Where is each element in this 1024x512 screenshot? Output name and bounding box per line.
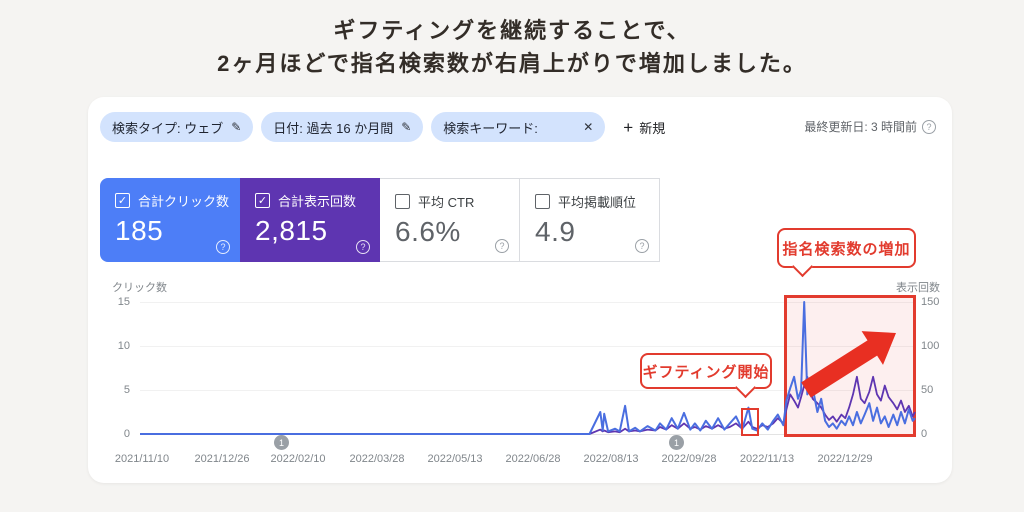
branded-increase-callout: 指名検索数の増加 [777,228,916,268]
edit-icon[interactable]: ✎ [231,120,242,134]
x-axis-label: 2022/06/28 [505,453,561,465]
headline-line2: 2ヶ月ほどで指名検索数が右肩上がりで増加しました。 [217,51,807,76]
gridline [140,346,915,347]
gridline [140,390,915,391]
close-icon[interactable]: ✕ [583,120,594,134]
checkbox-unchecked-icon[interactable] [535,194,550,209]
help-icon[interactable]: ? [635,239,649,253]
metric-card-average-position[interactable]: 平均掲載順位 4.9 ? [520,178,660,262]
growth-arrow-icon [801,331,896,398]
branded-increase-label: 指名検索数の増加 [782,240,911,258]
left-axis-tick: 5 [123,384,130,396]
metric-card-average-ctr[interactable]: 平均 CTR 6.6% ? [380,178,520,262]
right-axis-title: 表示回数 [896,282,940,294]
x-axis-label: 2022/12/29 [817,453,873,465]
filter-chip-label: 検索キーワード: [443,120,538,136]
performance-chart [140,301,916,435]
gifting-start-callout: ギフティング開始 [640,353,772,389]
search-console-panel: 検索タイプ: ウェブ ✎ 日付: 過去 16 か月間 ✎ 検索キーワード: ✕ … [88,97,952,483]
metric-value: 6.6% [395,216,461,247]
new-filter-button[interactable]: + 新規 [623,118,665,137]
metric-cards: ✓ 合計クリック数 185 ? ✓ 合計表示回数 2,815 ? 平均 CTR … [100,178,660,262]
metric-value: 2,815 [255,215,328,246]
x-axis-label: 2021/12/26 [194,453,250,465]
right-axis-tick: 50 [921,384,934,396]
checkbox-checked-icon[interactable]: ✓ [255,193,270,208]
filter-bar: 検索タイプ: ウェブ ✎ 日付: 過去 16 か月間 ✎ 検索キーワード: ✕ … [100,112,665,142]
gridline [140,302,915,303]
clicks-line [140,301,916,435]
filter-chip-label: 検索タイプ: ウェブ [112,120,224,136]
left-axis-tick: 0 [123,428,130,440]
gifting-start-label: ギフティング開始 [642,363,770,381]
help-icon[interactable]: ? [216,240,230,254]
right-axis-tick: 0 [921,428,928,440]
x-axis-label: 2022/11/13 [739,453,795,465]
timeline-marker-badge[interactable]: 1 [669,435,684,450]
headline-line1: ギフティングを継続することで、 [333,18,691,43]
gifting-start-spike-box [741,408,759,436]
x-axis-label: 2022/03/28 [349,453,405,465]
x-axis-label: 2022/09/28 [661,453,717,465]
metric-label: 合計クリック数 [138,194,230,209]
metric-card-total-clicks[interactable]: ✓ 合計クリック数 185 ? [100,178,240,262]
new-filter-label: 新規 [639,120,666,136]
metric-label: 合計表示回数 [278,194,357,209]
x-axis-label: 2022/02/10 [270,453,326,465]
x-axis-label: 2022/05/13 [427,453,483,465]
metric-label: 平均 CTR [418,195,475,210]
left-axis-title: クリック数 [112,282,167,294]
metric-value: 185 [115,215,164,246]
x-axis-label: 2021/11/10 [114,453,170,465]
help-icon[interactable]: ? [356,240,370,254]
filter-chip-date-range[interactable]: 日付: 過去 16 か月間 ✎ [261,112,424,142]
left-axis-tick: 15 [117,296,130,308]
checkbox-checked-icon[interactable]: ✓ [115,193,130,208]
help-icon[interactable]: ? [495,239,509,253]
timeline-marker-badge[interactable]: 1 [274,435,289,450]
filter-chip-label: 日付: 過去 16 か月間 [273,120,394,136]
filter-chip-search-type[interactable]: 検索タイプ: ウェブ ✎ [100,112,254,142]
metric-value: 4.9 [535,216,576,247]
page-headline: ギフティングを継続することで、 2ヶ月ほどで指名検索数が右肩上がりで増加しました… [0,14,1024,80]
edit-icon[interactable]: ✎ [401,120,412,134]
last-updated-status: 最終更新日: 3 時間前 ? [804,118,936,135]
right-axis-tick: 100 [921,340,940,352]
filter-chip-keyword[interactable]: 検索キーワード: ✕ [431,112,606,142]
left-axis-tick: 10 [117,340,130,352]
last-updated-text: 最終更新日: 3 時間前 [804,120,917,134]
right-axis-tick: 150 [921,296,940,308]
help-icon[interactable]: ? [922,119,936,134]
checkbox-unchecked-icon[interactable] [395,194,410,209]
metric-label: 平均掲載順位 [558,195,637,210]
x-axis-label: 2022/08/13 [583,453,639,465]
metric-card-total-impressions[interactable]: ✓ 合計表示回数 2,815 ? [240,178,380,262]
plus-icon: + [623,117,634,137]
